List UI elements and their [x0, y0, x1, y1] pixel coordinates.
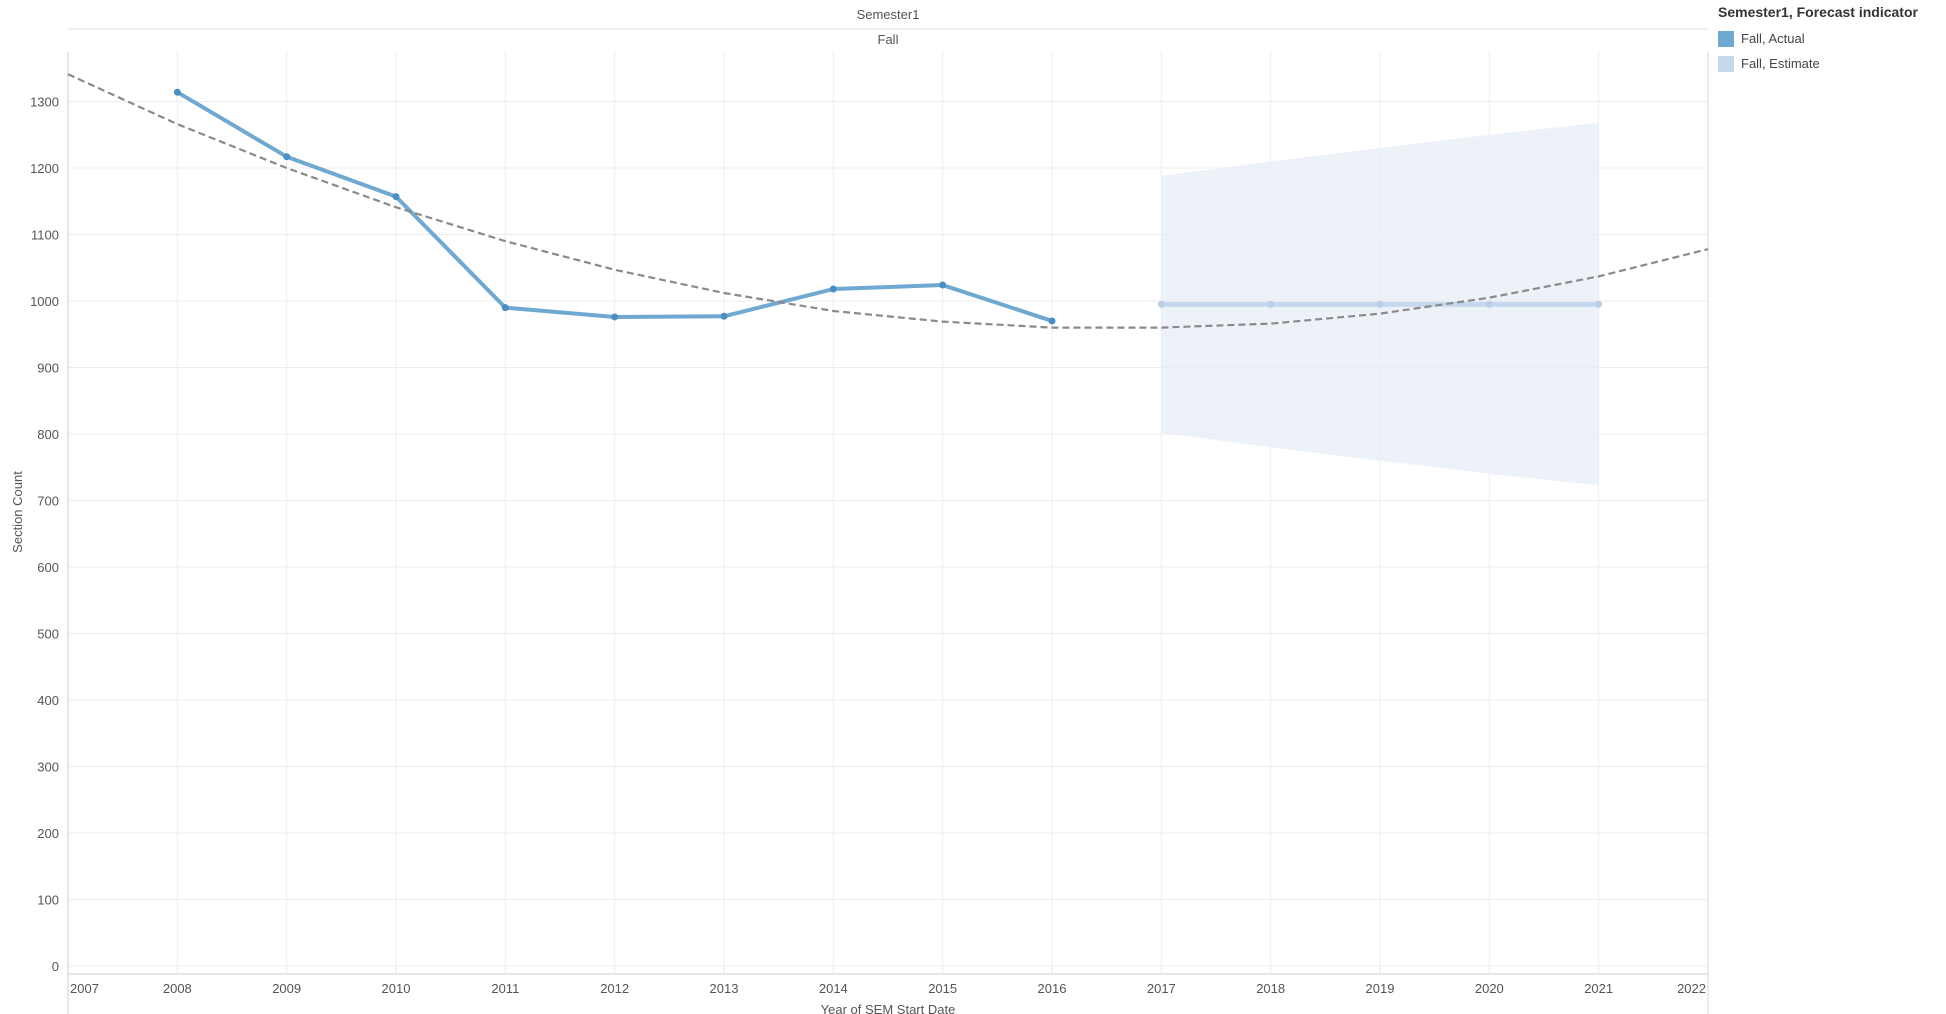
- y-tick-label: 300: [37, 760, 59, 775]
- x-tick-label: 2007: [70, 981, 99, 996]
- trend-line: [67, 73, 1709, 329]
- y-tick-label: 0: [52, 959, 59, 974]
- y-tick-label: 800: [37, 427, 59, 442]
- x-tick-label: 2020: [1475, 981, 1504, 996]
- x-tick-label: 2019: [1366, 981, 1395, 996]
- y-tick-label: 100: [37, 893, 59, 908]
- actual-data-point: [392, 193, 400, 201]
- forecast-line-chart: Semester1 Fall Section Count Year of SEM…: [10, 7, 1709, 1014]
- x-axis-title: Year of SEM Start Date: [821, 1002, 956, 1014]
- legend-title: Semester1, Forecast indicator: [1718, 4, 1918, 20]
- y-tick-label: 200: [37, 826, 59, 841]
- actual-data-point: [283, 153, 291, 161]
- actual-data-point: [939, 281, 947, 289]
- actual-data-point: [720, 312, 728, 320]
- y-tick-label: 700: [37, 494, 59, 509]
- x-tick-label: 2015: [928, 981, 957, 996]
- x-tick-label: 2010: [382, 981, 411, 996]
- y-tick-label: 1100: [31, 228, 59, 243]
- x-tick-label: 2016: [1038, 981, 1067, 996]
- y-axis-title: Section Count: [10, 471, 25, 553]
- actual-data-point: [501, 304, 509, 312]
- pane-label: Fall: [878, 32, 899, 47]
- y-tick-label: 1000: [30, 294, 59, 309]
- legend-swatch-actual: [1718, 30, 1734, 47]
- x-tick-label: 2021: [1584, 981, 1613, 996]
- plot-area: 0 100 200 300 400 500 600 700 800 900 1000 1100 1200…: [30, 52, 1709, 1014]
- y-tick-label: 1200: [30, 161, 59, 176]
- y-tick-label: 1300: [30, 95, 59, 110]
- estimate-data-point: [1157, 300, 1165, 308]
- x-tick-label: 2013: [710, 981, 739, 996]
- actual-data-point: [173, 88, 181, 96]
- estimate-data-point: [1595, 300, 1603, 308]
- legend-item-actual[interactable]: Fall, Actual: [1718, 26, 1946, 51]
- column-header: Semester1: [857, 7, 920, 22]
- legend-swatch-estimate: [1718, 55, 1734, 72]
- actual-data-point: [1048, 317, 1056, 325]
- y-tick-label: 600: [37, 560, 59, 575]
- y-tick-label: 500: [37, 627, 59, 642]
- legend-item-estimate[interactable]: Fall, Estimate: [1718, 51, 1946, 76]
- y-tick-label: 400: [37, 693, 59, 708]
- legend: Semester1, Forecast indicator Fall, Actu…: [1718, 4, 1946, 76]
- x-tick-label: 2012: [600, 981, 629, 996]
- x-tick-label: 2022: [1677, 981, 1706, 996]
- estimate-data-point: [1485, 300, 1493, 308]
- legend-label-estimate: Fall, Estimate: [1741, 56, 1820, 71]
- actual-data-point: [829, 285, 837, 293]
- x-tick-label: 2008: [163, 981, 192, 996]
- x-tick-label: 2009: [272, 981, 301, 996]
- x-tick-label: 2018: [1256, 981, 1285, 996]
- y-tick-label: 900: [37, 361, 59, 376]
- estimate-data-point: [1376, 300, 1384, 308]
- x-tick-label: 2017: [1147, 981, 1176, 996]
- x-tick-label: 2011: [491, 981, 519, 996]
- x-tick-label: 2014: [819, 981, 848, 996]
- actual-data-point: [611, 313, 619, 321]
- estimate-data-point: [1267, 300, 1275, 308]
- legend-label-actual: Fall, Actual: [1741, 31, 1805, 46]
